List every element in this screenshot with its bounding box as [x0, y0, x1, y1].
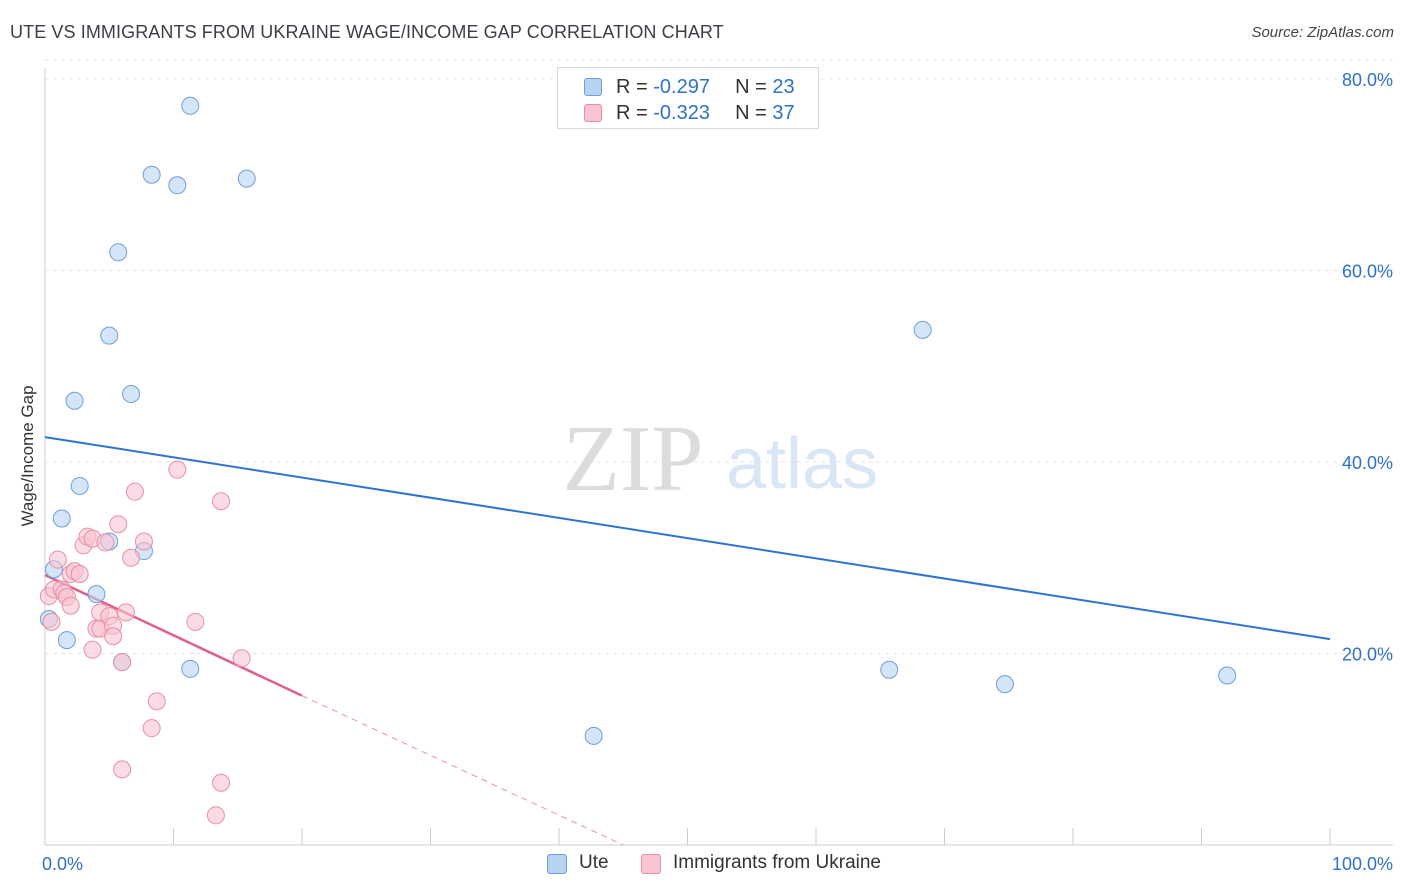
ute-point [995, 675, 1014, 694]
ukraine-point [70, 565, 89, 584]
ukraine-point [83, 640, 102, 659]
ukraine-r-label: R = [616, 102, 654, 124]
ukraine-point [212, 492, 231, 511]
ukraine-point [147, 692, 166, 711]
watermark: ZIP atlas [563, 407, 879, 511]
ute-point [181, 659, 200, 678]
ukraine-n-label: N = [735, 102, 773, 124]
ukraine-point [232, 649, 251, 668]
ukraine-point [186, 612, 205, 631]
x-tick-label: 100.0% [1332, 854, 1393, 874]
bottom-ukraine-label: Immigrants from Ukraine [673, 852, 881, 873]
ukraine-point [125, 482, 144, 501]
ukraine-n-value: 37 [772, 102, 795, 124]
ukraine-point [142, 719, 161, 738]
ute-point [1218, 666, 1237, 685]
ukraine-point [96, 533, 115, 552]
ute-n-label: N = [735, 76, 773, 98]
ute-point [109, 243, 128, 262]
y-tick-label: 40.0% [1342, 453, 1393, 473]
ute-point [913, 320, 932, 339]
ute-point [122, 385, 141, 404]
bottom-ute-label: Ute [579, 852, 609, 873]
ute-point [181, 96, 200, 115]
ute-point [65, 391, 84, 410]
ute-point [100, 326, 119, 345]
ute-r-label: R = [616, 76, 654, 98]
ute-n-value: 23 [772, 76, 795, 98]
source-label: Source: ZipAtlas.com [1251, 24, 1394, 41]
tick-labels: 20.0% 40.0% 60.0% 80.0% 0.0% 100.0% [42, 70, 1393, 874]
axes [44, 68, 1393, 846]
ukraine-point [212, 773, 231, 792]
y-tick-label: 60.0% [1342, 262, 1393, 282]
ukraine-r-value: -0.323 [653, 102, 710, 124]
ukraine-swatch [584, 104, 602, 122]
ute-point [87, 585, 106, 604]
ute-point [584, 726, 603, 745]
ukraine-point [206, 806, 225, 825]
watermark-atlas: atlas [726, 424, 878, 504]
ute-point [70, 476, 89, 495]
grid [45, 59, 1393, 654]
ukraine-point [104, 627, 123, 646]
ute-point [880, 660, 899, 679]
bottom-ute-swatch [547, 854, 567, 874]
ukraine-point [42, 612, 61, 631]
ute-point [168, 176, 187, 195]
ute-point [142, 165, 161, 184]
watermark-zip: ZIP [563, 407, 704, 511]
bottom-ukraine-swatch [641, 854, 661, 874]
ukraine-trend-line [44, 573, 303, 697]
ute-swatch [584, 78, 602, 96]
y-axis-label: Wage/Income Gap [18, 385, 37, 527]
ute-trend-line [44, 436, 1331, 641]
ute-point [57, 631, 76, 650]
ute-r-value: -0.297 [653, 76, 710, 98]
stats-legend: R = -0.297 N = 23 R = -0.323 N = 37 [557, 67, 819, 129]
ute-point [52, 509, 71, 528]
ukraine-point [134, 532, 153, 551]
ukraine-point [61, 596, 80, 615]
ukraine-point [48, 550, 67, 569]
data-points [39, 96, 1237, 825]
chart-title: UTE VS IMMIGRANTS FROM UKRAINE WAGE/INCO… [10, 22, 724, 42]
y-tick-label: 80.0% [1342, 70, 1393, 90]
ukraine-point [168, 460, 187, 479]
x-tick-label: 0.0% [42, 854, 83, 874]
ukraine-point [122, 548, 141, 567]
y-tick-label: 20.0% [1342, 645, 1393, 665]
ute-point [237, 169, 256, 188]
ukraine-point [113, 653, 132, 672]
ukraine-point [109, 515, 128, 534]
ukraine-trend-extension [301, 695, 624, 846]
ukraine-point [113, 760, 132, 779]
ukraine-point [116, 603, 135, 622]
